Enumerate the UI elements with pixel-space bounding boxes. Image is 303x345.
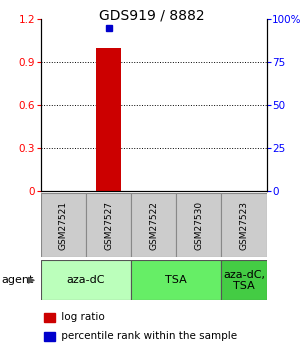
Text: agent: agent	[2, 275, 34, 285]
Bar	[131, 193, 176, 257]
Text: log ratio: log ratio	[58, 313, 104, 322]
Text: GDS919 / 8882: GDS919 / 8882	[99, 9, 204, 23]
Bar	[176, 193, 221, 257]
Text: GSM27521: GSM27521	[59, 200, 68, 250]
Text: aza-dC: aza-dC	[67, 275, 105, 285]
Text: GSM27522: GSM27522	[149, 201, 158, 249]
Bar	[41, 260, 131, 300]
Bar	[86, 193, 131, 257]
Text: TSA: TSA	[165, 275, 187, 285]
Bar	[41, 193, 86, 257]
Bar	[221, 260, 267, 300]
Bar	[221, 193, 267, 257]
Text: GSM27530: GSM27530	[195, 200, 203, 250]
Bar	[44, 332, 55, 341]
Text: percentile rank within the sample: percentile rank within the sample	[58, 332, 237, 341]
Text: GSM27527: GSM27527	[104, 200, 113, 250]
Bar	[44, 313, 55, 322]
Bar	[96, 48, 121, 191]
Text: GSM27523: GSM27523	[240, 200, 248, 250]
Bar	[131, 260, 221, 300]
Text: aza-dC,
TSA: aza-dC, TSA	[223, 269, 265, 291]
